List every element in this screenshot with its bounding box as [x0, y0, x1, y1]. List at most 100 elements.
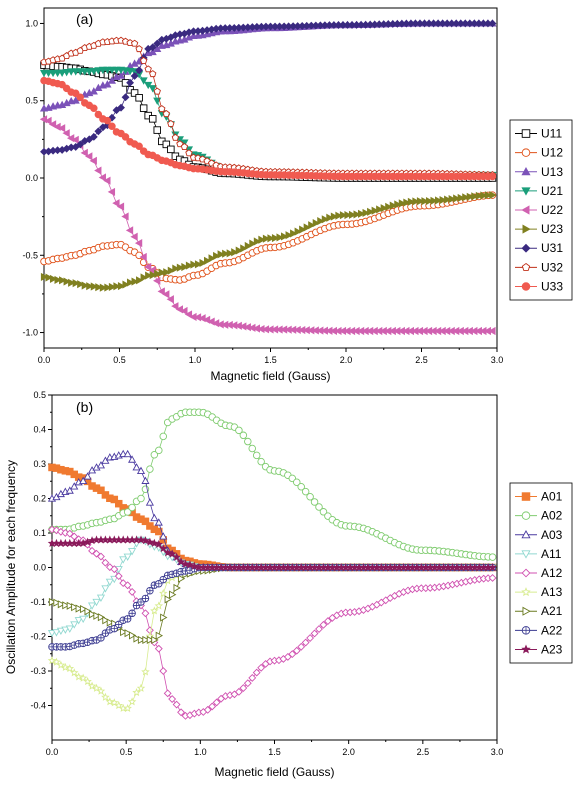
data-point-A21: [80, 605, 88, 614]
legend-marker-A13: [521, 587, 531, 597]
data-point-A11: [110, 575, 119, 584]
data-point-U11: [153, 126, 161, 134]
series-U12: [40, 191, 497, 284]
data-point-U23: [267, 234, 275, 243]
data-point-U23: [344, 211, 352, 220]
data-point-A21: [177, 574, 186, 583]
data-point-U11: [135, 94, 143, 102]
data-point-U23: [167, 266, 176, 275]
data-point-U22: [184, 310, 193, 319]
data-point-A22-cross: [142, 595, 149, 602]
data-point-U22: [116, 202, 125, 211]
data-point-A01: [110, 495, 119, 504]
data-point-A21: [48, 597, 57, 607]
data-point-U23: [453, 194, 461, 203]
data-point-U23: [489, 190, 497, 200]
data-point-A13: [69, 668, 79, 677]
data-point-U23: [140, 273, 148, 282]
data-point-U33: [76, 93, 84, 102]
data-point-U22: [98, 173, 106, 182]
data-point-U23: [403, 198, 411, 207]
data-point-A03: [150, 513, 159, 522]
series-line-A22: [52, 567, 493, 648]
data-point-A21: [97, 613, 106, 622]
legend-label-A11: A11: [541, 547, 562, 561]
y-tick-label: -0.5: [22, 250, 38, 260]
data-point-U32: [185, 149, 193, 157]
legend-marker-A01: [521, 492, 531, 501]
data-point-U32: [167, 119, 175, 127]
data-point-A11: [70, 621, 79, 629]
data-point-U23: [457, 193, 465, 202]
y-tick-label: 0.3: [33, 459, 46, 469]
data-point-A22-cross: [137, 598, 145, 606]
data-point-U22: [80, 148, 88, 157]
data-point-A11: [123, 553, 132, 561]
data-point-A21: [129, 631, 137, 640]
data-point-U23: [244, 241, 253, 251]
data-point-A03: [145, 498, 154, 506]
data-point-A13: [154, 601, 164, 610]
data-point-A11: [92, 598, 101, 607]
data-point-A21: [93, 611, 101, 620]
data-point-A02: [248, 444, 256, 453]
data-point-U32: [144, 65, 152, 73]
data-point-U13: [116, 71, 126, 79]
data-point-A02: [310, 498, 319, 506]
legend-marker-U21: [521, 187, 531, 196]
x-tick-label: 3.0: [491, 355, 504, 365]
data-point-U23: [81, 281, 89, 290]
data-point-U23: [471, 192, 479, 201]
data-point-U23: [122, 280, 130, 289]
data-point-U23: [176, 263, 185, 272]
data-point-U23: [303, 223, 311, 232]
data-point-U23: [308, 221, 316, 230]
data-point-A12: [97, 552, 105, 561]
data-point-A02: [315, 503, 323, 511]
data-point-U23: [68, 278, 76, 287]
data-point-U31: [130, 72, 139, 80]
x-axis-label-b: Magnetic field (Gauss): [214, 765, 334, 779]
data-point-A03: [141, 476, 150, 484]
legend-marker-A03: [521, 530, 531, 539]
data-point-A12: [212, 698, 221, 707]
data-point-U23: [416, 197, 425, 206]
data-point-U23: [371, 206, 379, 215]
data-point-A22-cross: [128, 609, 136, 617]
data-point-U22: [171, 302, 179, 311]
data-point-U31: [153, 39, 162, 48]
data-point-A13: [110, 698, 119, 707]
data-point-A03: [123, 449, 132, 458]
legend-marker-U22: [521, 205, 530, 215]
data-point-U23: [45, 273, 53, 282]
data-point-A23: [190, 561, 199, 570]
data-point-U23: [77, 280, 85, 289]
data-point-U11: [139, 104, 148, 112]
data-point-U23: [90, 282, 99, 291]
data-point-A23: [145, 537, 155, 546]
legend-marker-A11: [521, 550, 531, 559]
data-point-U23: [258, 235, 266, 244]
y-tick-label: 0.2: [33, 494, 46, 504]
data-point-U23: [317, 217, 325, 226]
data-point-A23: [163, 548, 172, 557]
series-A12: [48, 525, 497, 720]
data-point-U22: [107, 187, 116, 196]
data-point-A12: [488, 574, 497, 582]
series-line-A02: [52, 411, 493, 558]
data-point-U23: [475, 191, 484, 200]
data-point-A11: [52, 629, 61, 637]
axis-ticks-a: 0.0 0.5 1.0 1.5 2.0 2.5 3.0 -1.0 -0.5 0.0 0.5 1.0: [22, 18, 503, 365]
data-point-U23: [412, 197, 420, 206]
data-point-A02: [155, 446, 163, 455]
data-point-U31: [121, 93, 130, 102]
data-point-U23: [99, 283, 108, 292]
legend-label-U12: U12: [541, 146, 563, 160]
data-point-A13: [65, 664, 75, 673]
data-point-U23: [208, 254, 216, 263]
data-point-A13: [74, 672, 83, 681]
legend-label-A03: A03: [541, 528, 563, 542]
data-point-A23: [172, 552, 181, 561]
data-point-U23: [407, 197, 416, 206]
data-point-A02: [488, 553, 497, 561]
